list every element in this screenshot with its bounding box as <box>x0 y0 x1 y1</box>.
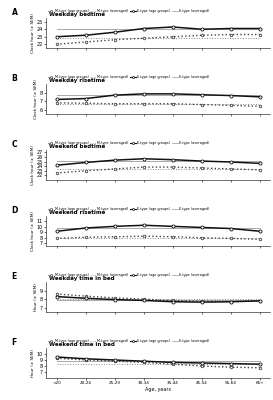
Y-axis label: Clock hour (± SEM): Clock hour (± SEM) <box>31 13 35 53</box>
Text: E: E <box>12 272 17 282</box>
Text: Weekday risetime: Weekday risetime <box>49 78 105 83</box>
Text: C: C <box>12 140 17 150</box>
Text: Weekday time in bed: Weekday time in bed <box>49 276 114 282</box>
Text: F: F <box>12 338 17 347</box>
Legend: M-type (age groups), M-type (averaged), E-type (age groups), E-type (averaged): M-type (age groups), M-type (averaged), … <box>46 74 210 80</box>
Text: B: B <box>12 74 17 83</box>
Text: Weekend time in bed: Weekend time in bed <box>49 342 115 347</box>
Text: Weekend risetime: Weekend risetime <box>49 210 105 215</box>
Legend: M-type (age groups), M-type (averaged), E-type (age groups), E-type (averaged): M-type (age groups), M-type (averaged), … <box>46 8 210 14</box>
Y-axis label: Hour (± SEM): Hour (± SEM) <box>31 349 35 377</box>
Legend: M-type (age groups), M-type (averaged), E-type (age groups), E-type (averaged): M-type (age groups), M-type (averaged), … <box>46 140 210 146</box>
Text: Weekend bedtime: Weekend bedtime <box>49 144 105 150</box>
X-axis label: Age, years: Age, years <box>145 386 171 392</box>
Y-axis label: Clock hour (± SEM): Clock hour (± SEM) <box>31 145 35 185</box>
Y-axis label: Clock hour (± SEM): Clock hour (± SEM) <box>31 211 35 251</box>
Legend: M-type (age groups), M-type (averaged), E-type (age groups), E-type (averaged): M-type (age groups), M-type (averaged), … <box>46 272 210 278</box>
Legend: M-type (age groups), M-type (averaged), E-type (age groups), E-type (averaged): M-type (age groups), M-type (averaged), … <box>46 338 210 344</box>
Legend: M-type (age groups), M-type (averaged), E-type (age groups), E-type (averaged): M-type (age groups), M-type (averaged), … <box>46 206 210 212</box>
Text: Weekday bedtime: Weekday bedtime <box>49 12 105 17</box>
Y-axis label: Hour (± SEM): Hour (± SEM) <box>34 283 38 311</box>
Text: A: A <box>12 8 17 17</box>
Y-axis label: Clock hour (± SEM): Clock hour (± SEM) <box>34 79 38 119</box>
Text: D: D <box>12 206 18 215</box>
